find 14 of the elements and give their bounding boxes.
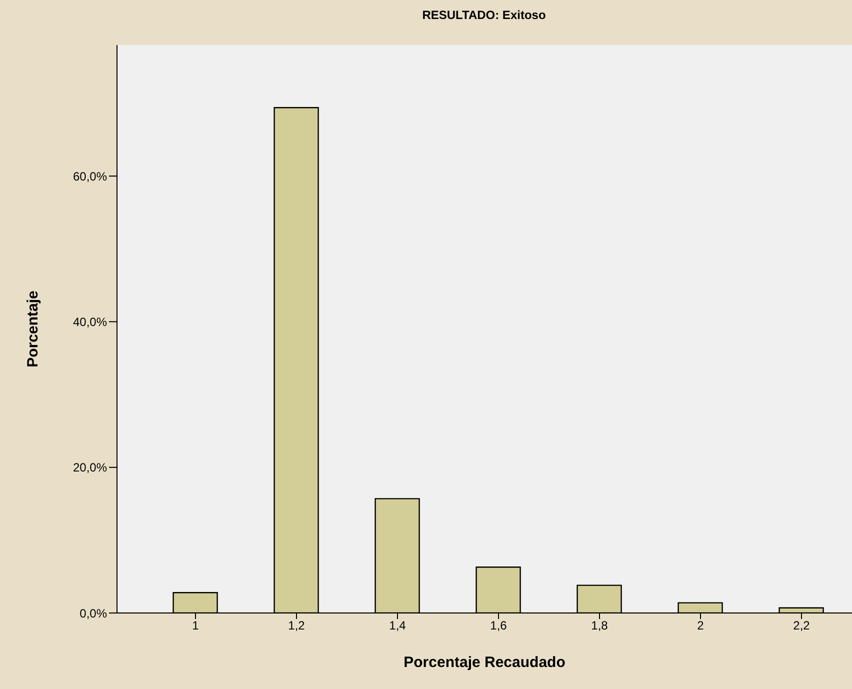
x-tick-label: 1,4: [389, 618, 406, 633]
y-tick-label: 0,0%: [80, 606, 108, 620]
chart-title: RESULTADO: Exitoso: [421, 8, 547, 22]
y-tick-label: 60,0%: [72, 169, 108, 184]
x-tick-label: 1,8: [591, 618, 608, 633]
y-tick-label: 40,0%: [72, 314, 108, 329]
x-tick-label: 2: [697, 618, 704, 633]
x-tick-label: 1,6: [490, 618, 508, 633]
x-tick-label: 1: [192, 618, 200, 633]
x-axis-title: Porcentaje Recaudado: [404, 654, 566, 671]
x-tick-label: 1,2: [288, 618, 306, 633]
x-tick-label: 2,2: [793, 618, 810, 633]
y-tick-label: 20,0%: [72, 460, 108, 475]
y-axis-title: Porcentaje: [24, 290, 42, 368]
